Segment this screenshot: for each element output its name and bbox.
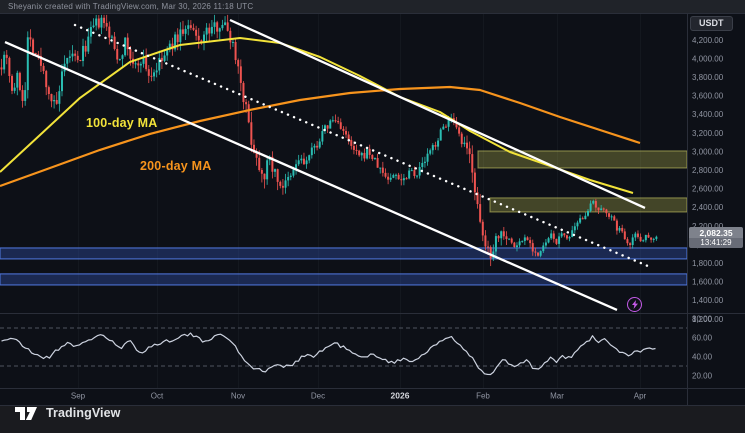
tradingview-logo-icon	[15, 406, 37, 420]
ma200-label: 200-day MA	[140, 159, 212, 173]
price-tick-label: 1,200.00	[692, 315, 724, 324]
price-tick-label: 4,200.00	[692, 36, 724, 45]
support-zone-lower	[0, 273, 688, 286]
price-tick-label: 2,800.00	[692, 166, 724, 175]
time-tick-label: Apr	[634, 392, 647, 401]
price-tick-label: 2,200.00	[692, 222, 724, 231]
ma100-line	[0, 37, 634, 194]
price-tick-label: 3,000.00	[692, 147, 724, 156]
price-tick-label: 1,400.00	[692, 296, 724, 305]
pane-separators	[0, 13, 745, 406]
trendlines[interactable]	[4, 18, 652, 312]
time-tick-label: Sep	[71, 392, 86, 401]
last-price-value: 2,082.35	[689, 227, 743, 238]
tradingview-logo[interactable]: TradingView	[15, 406, 121, 420]
price-scale[interactable]: 4,200.00 4,000.00 3,800.00 3,600.00 3,400.00…	[692, 36, 724, 381]
time-tick-label: Feb	[476, 392, 490, 401]
price-tick-label: 3,200.00	[692, 129, 724, 138]
price-tick-label: 2,400.00	[692, 203, 724, 212]
time-tick-label: Nov	[231, 392, 245, 401]
rsi-tick-label: 20.00	[692, 371, 713, 380]
quick-action-lightning-icon[interactable]	[627, 297, 642, 312]
time-tick-label: Oct	[151, 392, 164, 401]
time-scale[interactable]: Sep Oct Nov Dec 2026 Feb Mar Apr	[71, 391, 647, 401]
time-tick-label: 2026	[391, 391, 410, 401]
price-tick-label: 1,800.00	[692, 259, 724, 268]
price-tick-label: 2,600.00	[692, 185, 724, 194]
time-gridlines	[78, 14, 641, 388]
support-zone-upper	[0, 247, 688, 260]
bottom-panel	[0, 405, 745, 433]
attribution-text: Sheyanix created with TradingView.com, M…	[8, 2, 254, 11]
rsi-tick-label: 80.00	[692, 314, 713, 323]
channel-resistance[interactable]	[229, 18, 646, 210]
price-tick-label: 3,600.00	[692, 92, 724, 101]
rsi-line	[1, 332, 656, 376]
ma100-label: 100-day MA	[86, 116, 158, 130]
lightning-bolt-icon	[631, 300, 638, 309]
ma200-line	[0, 85, 641, 188]
candlestick-series[interactable]	[0, 14, 658, 267]
price-tick-label: 3,800.00	[692, 73, 724, 82]
rsi-pane[interactable]	[0, 327, 687, 376]
time-tick-label: Mar	[550, 392, 564, 401]
channel-support[interactable]	[4, 40, 618, 312]
attribution-bar: Sheyanix created with TradingView.com, M…	[0, 0, 745, 13]
bar-countdown: 13:41:29	[689, 238, 743, 248]
price-tick-label: 1,600.00	[692, 278, 724, 287]
resistance-zone-lower	[489, 197, 688, 213]
tradingview-logo-text: TradingView	[46, 406, 121, 420]
resistance-zone-upper	[477, 150, 688, 169]
currency-badge[interactable]: USDT	[690, 16, 733, 31]
rsi-tick-label: 40.00	[692, 352, 713, 361]
price-tick-label: 3,400.00	[692, 110, 724, 119]
moving-averages	[0, 37, 641, 194]
price-tick-label: 4,000.00	[692, 54, 724, 63]
last-price-badge[interactable]: 2,082.35 13:41:29	[689, 227, 743, 248]
time-tick-label: Dec	[311, 392, 325, 401]
rsi-tick-label: 60.00	[692, 333, 713, 342]
